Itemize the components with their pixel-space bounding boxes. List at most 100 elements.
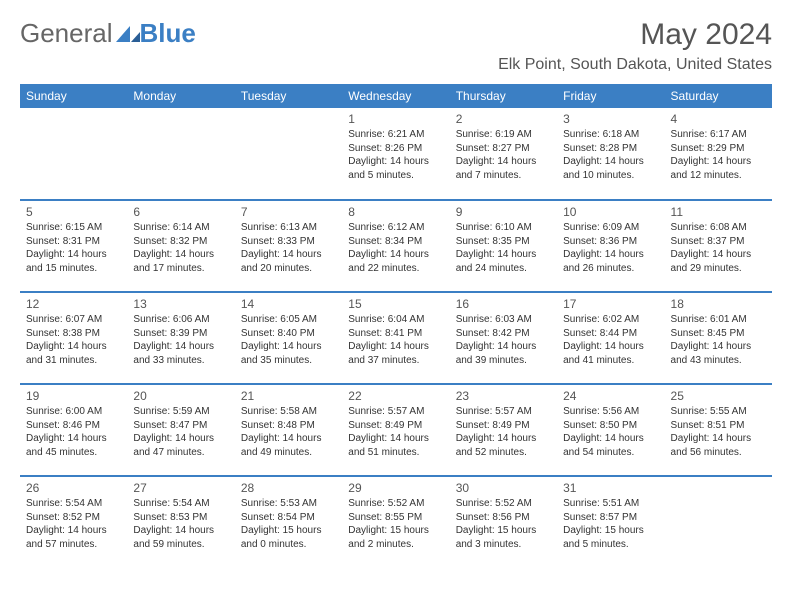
calendar-cell: 17Sunrise: 6:02 AMSunset: 8:44 PMDayligh… xyxy=(557,292,664,384)
day-number: 24 xyxy=(563,389,658,403)
day-details: Sunrise: 5:54 AMSunset: 8:52 PMDaylight:… xyxy=(26,497,121,551)
calendar-cell: 28 Sunrise: 5:53 AMSunset: 8:54 PMDayligh… xyxy=(235,476,342,568)
day-details: Sunrise: 6:18 AMSunset: 8:28 PMDaylight:… xyxy=(563,128,658,182)
day-details: Sunrise: 5:57 AMSunset: 8:49 PMDaylight:… xyxy=(348,405,443,459)
day-number: 9 xyxy=(456,205,551,219)
calendar-cell: 27Sunrise: 5:54 AMSunset: 8:53 PMDayligh… xyxy=(127,476,234,568)
calendar-cell: 7 Sunrise: 6:13 AMSunset: 8:33 PMDaylight… xyxy=(235,200,342,292)
calendar-cell: 30Sunrise: 5:52 AMSunset: 8:56 PMDayligh… xyxy=(450,476,557,568)
calendar-cell: 13 Sunrise: 6:06 AMSunset: 8:39 PMDayligh… xyxy=(127,292,234,384)
day-details: Sunrise: 5:59 AMSunset: 8:47 PMDaylight:… xyxy=(133,405,228,459)
calendar-cell: 21 Sunrise: 5:58 AMSunset: 8:48 PMDayligh… xyxy=(235,384,342,476)
month-title: May 2024 xyxy=(498,18,772,52)
day-number: 13 xyxy=(133,297,228,311)
day-details: Sunrise: 5:57 AMSunset: 8:49 PMDaylight:… xyxy=(456,405,551,459)
day-number: 10 xyxy=(563,205,658,219)
day-details: Sunrise: 5:52 AMSunset: 8:55 PMDaylight:… xyxy=(348,497,443,551)
calendar-cell: 18 Sunrise: 6:01 AMSunset: 8:45 PMDayligh… xyxy=(665,292,772,384)
header: General Blue May 2024 Elk Point, South D… xyxy=(20,18,772,74)
calendar-cell xyxy=(127,108,234,200)
calendar-table: SundayMondayTuesdayWednesdayThursdayFrid… xyxy=(20,84,772,568)
day-details: Sunrise: 6:17 AMSunset: 8:29 PMDaylight:… xyxy=(671,128,766,182)
calendar-cell: 11 Sunrise: 6:08 AMSunset: 8:37 PMDayligh… xyxy=(665,200,772,292)
day-number: 20 xyxy=(133,389,228,403)
calendar-cell: 10 Sunrise: 6:09 AMSunset: 8:36 PMDayligh… xyxy=(557,200,664,292)
day-details: Sunrise: 6:04 AMSunset: 8:41 PMDaylight:… xyxy=(348,313,443,367)
day-details: Sunrise: 6:07 AMSunset: 8:38 PMDaylight:… xyxy=(26,313,121,367)
calendar-cell: 29 Sunrise: 5:52 AMSunset: 8:55 PMDayligh… xyxy=(342,476,449,568)
day-header: Friday xyxy=(557,84,664,108)
calendar-cell: 25 Sunrise: 5:55 AMSunset: 8:51 PMDayligh… xyxy=(665,384,772,476)
calendar-cell: 23 Sunrise: 5:57 AMSunset: 8:49 PMDayligh… xyxy=(450,384,557,476)
calendar-cell xyxy=(665,476,772,568)
day-details: Sunrise: 6:08 AMSunset: 8:37 PMDaylight:… xyxy=(671,221,766,275)
day-details: Sunrise: 6:12 AMSunset: 8:34 PMDaylight:… xyxy=(348,221,443,275)
calendar-cell: 12Sunrise: 6:07 AMSunset: 8:38 PMDayligh… xyxy=(20,292,127,384)
day-details: Sunrise: 5:53 AMSunset: 8:54 PMDaylight:… xyxy=(241,497,336,551)
day-number: 27 xyxy=(133,481,228,495)
brand-part2: Blue xyxy=(140,18,196,49)
day-details: Sunrise: 5:58 AMSunset: 8:48 PMDaylight:… xyxy=(241,405,336,459)
day-details: Sunrise: 6:09 AMSunset: 8:36 PMDaylight:… xyxy=(563,221,658,275)
calendar-cell: 14 Sunrise: 6:05 AMSunset: 8:40 PMDayligh… xyxy=(235,292,342,384)
calendar-cell: 26 Sunrise: 5:54 AMSunset: 8:52 PMDayligh… xyxy=(20,476,127,568)
day-number: 28 xyxy=(241,481,336,495)
calendar-cell: 22 Sunrise: 5:57 AMSunset: 8:49 PMDayligh… xyxy=(342,384,449,476)
calendar-cell xyxy=(235,108,342,200)
day-number: 7 xyxy=(241,205,336,219)
day-number: 3 xyxy=(563,112,658,126)
calendar-cell: 24Sunrise: 5:56 AMSunset: 8:50 PMDayligh… xyxy=(557,384,664,476)
day-number: 11 xyxy=(671,205,766,219)
day-details: Sunrise: 6:01 AMSunset: 8:45 PMDaylight:… xyxy=(671,313,766,367)
day-details: Sunrise: 6:00 AMSunset: 8:46 PMDaylight:… xyxy=(26,405,121,459)
calendar-cell: 3 Sunrise: 6:18 AMSunset: 8:28 PMDaylight… xyxy=(557,108,664,200)
calendar-cell: 6 Sunrise: 6:14 AMSunset: 8:32 PMDaylight… xyxy=(127,200,234,292)
day-details: Sunrise: 6:15 AMSunset: 8:31 PMDaylight:… xyxy=(26,221,121,275)
sail-icon xyxy=(116,26,140,42)
day-number: 15 xyxy=(348,297,443,311)
day-number: 26 xyxy=(26,481,121,495)
calendar-cell: 15 Sunrise: 6:04 AMSunset: 8:41 PMDayligh… xyxy=(342,292,449,384)
day-details: Sunrise: 6:05 AMSunset: 8:40 PMDaylight:… xyxy=(241,313,336,367)
day-number: 6 xyxy=(133,205,228,219)
calendar-cell: 16 Sunrise: 6:03 AMSunset: 8:42 PMDayligh… xyxy=(450,292,557,384)
brand-part1: General xyxy=(20,18,113,49)
calendar-cell: 4Sunrise: 6:17 AMSunset: 8:29 PMDaylight… xyxy=(665,108,772,200)
day-number: 21 xyxy=(241,389,336,403)
day-number: 22 xyxy=(348,389,443,403)
day-details: Sunrise: 6:03 AMSunset: 8:42 PMDaylight:… xyxy=(456,313,551,367)
calendar-cell xyxy=(20,108,127,200)
day-number: 17 xyxy=(563,297,658,311)
calendar-cell: 1 Sunrise: 6:21 AMSunset: 8:26 PMDaylight… xyxy=(342,108,449,200)
calendar-cell: 19Sunrise: 6:00 AMSunset: 8:46 PMDayligh… xyxy=(20,384,127,476)
day-number: 5 xyxy=(26,205,121,219)
day-number: 14 xyxy=(241,297,336,311)
title-block: May 2024 Elk Point, South Dakota, United… xyxy=(498,18,772,74)
calendar-cell: 8Sunrise: 6:12 AMSunset: 8:34 PMDaylight… xyxy=(342,200,449,292)
location-subtitle: Elk Point, South Dakota, United States xyxy=(498,56,772,74)
day-header: Tuesday xyxy=(235,84,342,108)
day-number: 16 xyxy=(456,297,551,311)
day-details: Sunrise: 6:06 AMSunset: 8:39 PMDaylight:… xyxy=(133,313,228,367)
calendar-cell: 5 Sunrise: 6:15 AMSunset: 8:31 PMDaylight… xyxy=(20,200,127,292)
day-number: 29 xyxy=(348,481,443,495)
day-number: 18 xyxy=(671,297,766,311)
day-details: Sunrise: 5:51 AMSunset: 8:57 PMDaylight:… xyxy=(563,497,658,551)
calendar-cell: 9 Sunrise: 6:10 AMSunset: 8:35 PMDaylight… xyxy=(450,200,557,292)
day-details: Sunrise: 6:14 AMSunset: 8:32 PMDaylight:… xyxy=(133,221,228,275)
day-details: Sunrise: 6:19 AMSunset: 8:27 PMDaylight:… xyxy=(456,128,551,182)
day-number: 1 xyxy=(348,112,443,126)
day-header: Monday xyxy=(127,84,234,108)
day-number: 23 xyxy=(456,389,551,403)
calendar-cell: 31Sunrise: 5:51 AMSunset: 8:57 PMDayligh… xyxy=(557,476,664,568)
calendar-cell: 2 Sunrise: 6:19 AMSunset: 8:27 PMDaylight… xyxy=(450,108,557,200)
day-header: Sunday xyxy=(20,84,127,108)
day-details: Sunrise: 6:10 AMSunset: 8:35 PMDaylight:… xyxy=(456,221,551,275)
day-number: 25 xyxy=(671,389,766,403)
day-details: Sunrise: 5:55 AMSunset: 8:51 PMDaylight:… xyxy=(671,405,766,459)
brand-logo: General Blue xyxy=(20,18,196,49)
day-details: Sunrise: 6:21 AMSunset: 8:26 PMDaylight:… xyxy=(348,128,443,182)
day-number: 2 xyxy=(456,112,551,126)
day-details: Sunrise: 5:52 AMSunset: 8:56 PMDaylight:… xyxy=(456,497,551,551)
day-details: Sunrise: 6:13 AMSunset: 8:33 PMDaylight:… xyxy=(241,221,336,275)
